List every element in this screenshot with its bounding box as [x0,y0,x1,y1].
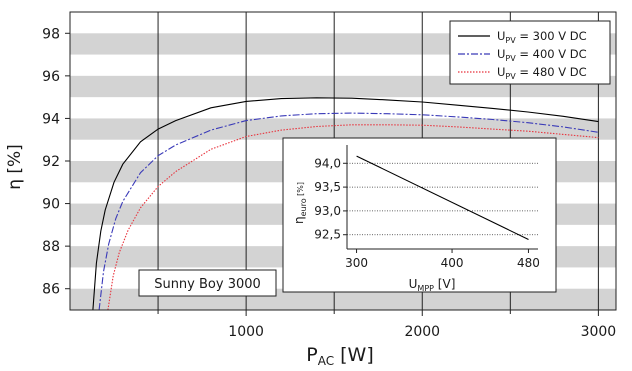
series-line-2 [98,112,599,310]
inset-y-axis: 94,0 93,5 93,0 92,5 [314,156,347,242]
y-axis: 86 88 90 92 94 96 98 [42,26,70,298]
y-tick-label: 90 [42,197,60,213]
x-tick-label: 3000 [581,324,617,340]
x-axis-label-unit: [W] [334,344,374,366]
y-tick-label: 86 [42,282,60,298]
inset-x-tick-label: 300 [345,256,368,270]
inset-y-tick-label: 93,0 [314,204,341,218]
inset-series-lines [356,155,529,240]
inset-series-line [356,155,529,240]
inset-y-tick-label: 92,5 [314,228,341,242]
inset-x-tick-label: 400 [441,256,464,270]
inset-grid [346,145,538,250]
y-tick-label: 98 [42,26,60,42]
legend: UPV = 300 V DC UPV = 400 V DC UPV = 480 V … [449,20,611,85]
series-line-1 [92,97,599,310]
x-axis-label-sub: AC [318,354,334,367]
series-lines [92,97,599,310]
inset-y-tick-label: 94,0 [314,156,341,170]
inset-x-axis: 300 400 480 [345,249,540,270]
legend-label-1: UPV = 300 V DC [497,29,587,45]
y-axis-label: η [%] [5,144,25,190]
annotation-box: Sunny Boy 3000 [138,269,277,297]
series-line-3 [107,124,599,310]
x-axis-label-main: P [306,344,317,366]
y-tick-label: 92 [42,154,60,170]
inset-x-tick-label: 480 [517,256,540,270]
y-tick-label: 94 [42,111,60,127]
x-tick-label: 1000 [228,324,264,340]
legend-label-3: UPV = 480 V DC [497,65,587,81]
x-tick-label: 2000 [404,324,440,340]
inset-y-tick-label: 93,5 [314,180,341,194]
annotation-text: Sunny Boy 3000 [154,277,261,292]
x-axis-label: PAC [W] [306,344,374,367]
x-axis: 1000 2000 3000 [157,310,617,340]
inset-y-axis-label: ηeuro [%] [292,182,308,224]
y-tick-label: 88 [42,239,60,255]
grey-band [70,118,616,140]
legend-box [449,20,611,85]
y-tick-label: 96 [42,69,60,85]
legend-label-2: UPV = 400 V DC [497,47,587,63]
inset-x-axis-label: UMPP [V] [409,277,456,293]
inset-chart: 300 400 480 94,0 93,5 93,0 92,5 ηeuro [%] UMP… [282,137,557,293]
